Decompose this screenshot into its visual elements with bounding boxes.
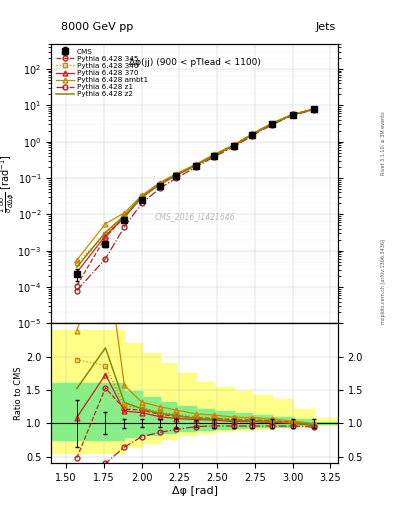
Pythia 6.428 370 [312,106,316,112]
Pythia 6.428 z1 [312,106,316,113]
Pythia 6.428 z2 [103,229,108,236]
Pythia 6.428 345 [174,172,179,178]
Y-axis label: Ratio to CMS: Ratio to CMS [14,367,23,420]
Pythia 6.428 346 [140,194,144,200]
Pythia 6.428 z2 [158,181,162,187]
Pythia 6.428 370 [194,162,198,168]
Pythia 6.428 ambt1 [269,120,274,126]
Pythia 6.428 346 [312,106,316,112]
Text: CMS_2016_I1421646: CMS_2016_I1421646 [154,212,235,222]
Pythia 6.428 370 [174,173,179,179]
Y-axis label: $\frac{1}{\sigma}\frac{d\sigma}{d\Delta\phi}$ [rad$^{-1}$]: $\frac{1}{\sigma}\frac{d\sigma}{d\Delta\… [0,154,16,213]
Pythia 6.428 345 [140,194,144,200]
Pythia 6.428 z1 [103,255,108,262]
Pythia 6.428 370 [250,132,254,138]
Pythia 6.428 370 [231,143,236,149]
Pythia 6.428 345 [212,152,217,158]
Pythia 6.428 z2 [194,162,198,168]
Pythia 6.428 346 [103,231,108,238]
Pythia 6.428 ambt1 [194,161,198,167]
Pythia 6.428 370 [140,195,144,201]
Pythia 6.428 ambt1 [212,151,217,157]
Pythia 6.428 ambt1 [250,131,254,137]
Pythia 6.428 z2 [74,264,79,270]
Pythia 6.428 z1 [231,144,236,150]
Pythia 6.428 346 [194,162,198,168]
Pythia 6.428 z1 [122,224,127,230]
Pythia 6.428 z2 [231,142,236,148]
Pythia 6.428 346 [122,214,127,220]
Text: Δφ(jj) (900 < pTlead < 1100): Δφ(jj) (900 < pTlead < 1100) [129,57,261,67]
Pythia 6.428 345 [122,214,127,220]
Line: Pythia 6.428 370: Pythia 6.428 370 [74,107,316,275]
Line: Pythia 6.428 z1: Pythia 6.428 z1 [74,108,316,293]
Pythia 6.428 370 [290,112,295,118]
Pythia 6.428 ambt1 [140,193,144,199]
Pythia 6.428 z1 [174,175,179,181]
Pythia 6.428 ambt1 [290,111,295,117]
Line: Pythia 6.428 346: Pythia 6.428 346 [74,106,316,266]
Pythia 6.428 z1 [290,112,295,118]
Pythia 6.428 z2 [250,132,254,138]
Pythia 6.428 z1 [194,164,198,170]
Pythia 6.428 ambt1 [174,170,179,177]
Pythia 6.428 ambt1 [158,180,162,186]
Pythia 6.428 345 [194,162,198,168]
Pythia 6.428 z1 [250,133,254,139]
Pythia 6.428 370 [212,152,217,158]
Text: mcplots.cern.ch [arXiv:1306.3436]: mcplots.cern.ch [arXiv:1306.3436] [381,239,386,324]
Pythia 6.428 345 [74,283,79,289]
Pythia 6.428 ambt1 [122,210,127,216]
Pythia 6.428 ambt1 [103,221,108,227]
Legend: CMS, Pythia 6.428 345, Pythia 6.428 346, Pythia 6.428 370, Pythia 6.428 ambt1, P: CMS, Pythia 6.428 345, Pythia 6.428 346,… [55,47,150,99]
Pythia 6.428 346 [158,181,162,187]
Pythia 6.428 z1 [74,288,79,294]
Pythia 6.428 370 [122,214,127,220]
Text: 8000 GeV pp: 8000 GeV pp [61,22,133,32]
Pythia 6.428 z2 [212,152,217,158]
Pythia 6.428 346 [269,120,274,126]
Pythia 6.428 z2 [140,194,144,200]
Pythia 6.428 345 [231,142,236,148]
Pythia 6.428 346 [212,152,217,158]
Text: Rivet 3.1.10, ≥ 3M events: Rivet 3.1.10, ≥ 3M events [381,112,386,175]
Pythia 6.428 z2 [290,112,295,118]
X-axis label: Δφ [rad]: Δφ [rad] [171,486,218,496]
Pythia 6.428 z2 [312,106,316,112]
Pythia 6.428 370 [269,121,274,127]
Pythia 6.428 346 [290,111,295,117]
Pythia 6.428 345 [103,234,108,241]
Line: Pythia 6.428 z2: Pythia 6.428 z2 [77,109,314,267]
Pythia 6.428 346 [231,142,236,148]
Pythia 6.428 345 [312,106,316,112]
Pythia 6.428 346 [74,260,79,266]
Pythia 6.428 z2 [174,172,179,178]
Pythia 6.428 ambt1 [231,142,236,148]
Pythia 6.428 345 [158,181,162,187]
Pythia 6.428 z1 [269,122,274,128]
Pythia 6.428 ambt1 [74,257,79,263]
Pythia 6.428 345 [250,132,254,138]
Pythia 6.428 z2 [269,121,274,127]
Line: Pythia 6.428 345: Pythia 6.428 345 [74,106,316,288]
Pythia 6.428 z1 [212,154,217,160]
Pythia 6.428 345 [269,121,274,127]
Pythia 6.428 370 [74,269,79,275]
Pythia 6.428 346 [174,172,179,178]
Pythia 6.428 370 [158,181,162,187]
Pythia 6.428 346 [250,131,254,137]
Pythia 6.428 z1 [140,200,144,206]
Text: Jets: Jets [316,22,336,32]
Pythia 6.428 370 [103,232,108,239]
Line: Pythia 6.428 ambt1: Pythia 6.428 ambt1 [74,106,316,263]
Pythia 6.428 ambt1 [312,106,316,112]
Pythia 6.428 z2 [122,212,127,219]
Pythia 6.428 z1 [158,185,162,191]
Pythia 6.428 345 [290,112,295,118]
